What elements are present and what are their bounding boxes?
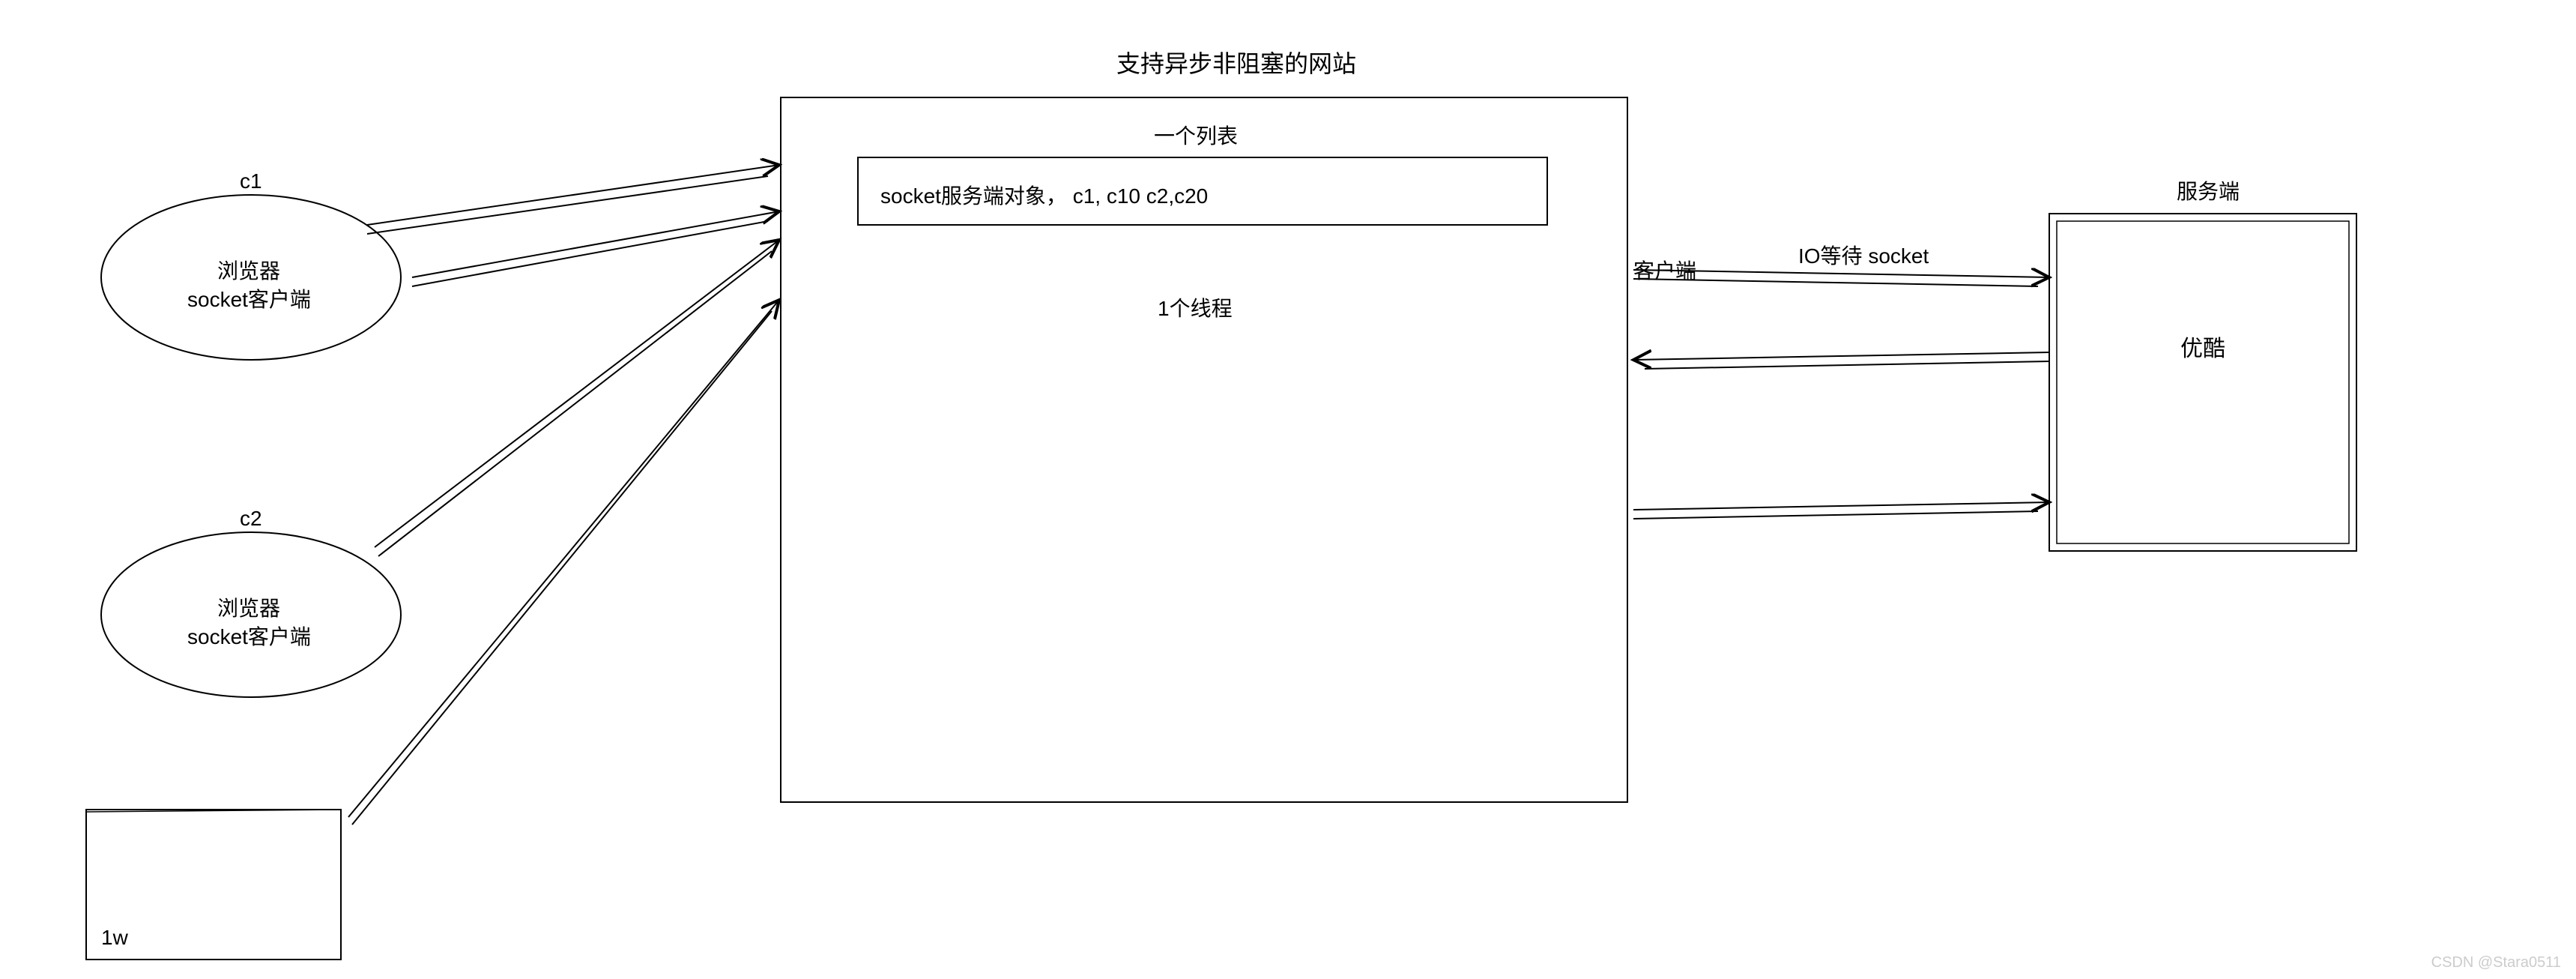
box-1w-label: 1w: [101, 926, 128, 950]
io-wait-label: IO等待 socket: [1798, 240, 1929, 270]
client-label: 客户端: [1633, 255, 1696, 285]
arrow-c2-a: [375, 240, 779, 547]
arrow-from-server-a: [1633, 352, 2049, 360]
arrow-c1-1a: [367, 165, 779, 225]
arrow-c2-b: [378, 251, 772, 556]
c2-label: c2: [240, 507, 262, 531]
arrow-from-server-b: [1645, 361, 2049, 369]
c2-line1: 浏览器: [217, 592, 280, 622]
arrow-c1-2b: [412, 221, 768, 286]
thread-label: 1个线程: [1158, 292, 1233, 322]
server-box-outer: [2049, 214, 2356, 551]
server-box-inner: [2057, 221, 2349, 543]
diagram-svg: [0, 0, 2576, 979]
c2-line2: socket客户端: [187, 621, 311, 651]
c1-line2: socket客户端: [187, 283, 311, 313]
arrow-to-server-2a: [1633, 502, 2049, 510]
arrow-c1-1b: [367, 176, 768, 234]
c1-label: c1: [240, 169, 262, 193]
list-content: socket服务端对象， c1, c10 c2,c20: [880, 180, 1208, 210]
list-label: 一个列表: [1154, 120, 1238, 150]
server-label: 服务端: [2177, 175, 2240, 205]
arrow-c1-2a: [412, 211, 779, 277]
watermark: CSDN @Stara0511: [2431, 954, 2561, 972]
youku-label: 优酷: [2180, 330, 2225, 363]
c1-line1: 浏览器: [217, 255, 280, 285]
arrow-1w-a: [348, 300, 779, 817]
title-label: 支持异步非阻塞的网站: [1116, 45, 1356, 79]
arrow-to-server-2b: [1633, 511, 2038, 519]
arrow-1w-b: [352, 311, 772, 825]
